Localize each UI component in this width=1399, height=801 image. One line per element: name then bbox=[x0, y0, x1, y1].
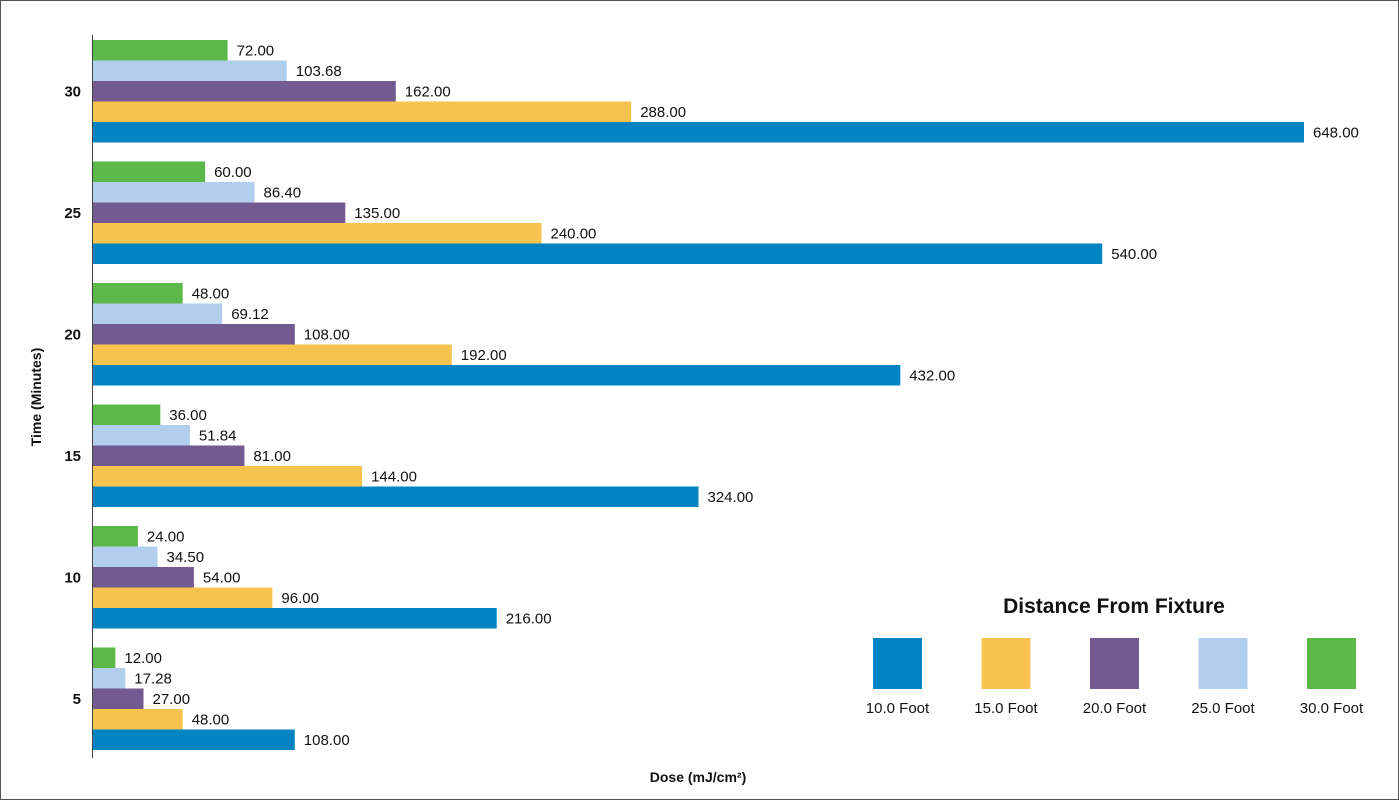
data-label: 103.68 bbox=[296, 63, 342, 80]
data-label: 54.00 bbox=[203, 569, 241, 586]
bars-group bbox=[93, 40, 1304, 750]
bar-20-0-foot-5min bbox=[93, 688, 144, 709]
data-label: 12.00 bbox=[124, 650, 162, 667]
legend-label: 10.0 Foot bbox=[866, 700, 930, 717]
data-label: 48.00 bbox=[192, 285, 230, 302]
data-label: 432.00 bbox=[909, 367, 955, 384]
y-tick-label: 20 bbox=[64, 326, 81, 343]
bar-25-0-foot-5min bbox=[93, 668, 126, 689]
y-tick-label: 10 bbox=[64, 569, 81, 586]
y-tick-label: 30 bbox=[64, 83, 81, 100]
data-label: 51.84 bbox=[199, 427, 237, 444]
data-label: 17.28 bbox=[134, 670, 172, 687]
legend-title: Distance From Fixture bbox=[1003, 595, 1225, 618]
bar-20-0-foot-15min bbox=[93, 445, 245, 466]
data-label: 216.00 bbox=[506, 610, 552, 627]
bar-30-0-foot-25min bbox=[93, 161, 206, 182]
bar-30-0-foot-5min bbox=[93, 647, 116, 668]
data-label: 86.40 bbox=[264, 184, 302, 201]
legend-swatch bbox=[1198, 638, 1248, 689]
bar-25-0-foot-15min bbox=[93, 425, 190, 446]
data-label: 240.00 bbox=[551, 225, 597, 242]
data-label: 72.00 bbox=[237, 42, 275, 59]
bar-20-0-foot-10min bbox=[93, 567, 194, 588]
bar-15-0-foot-25min bbox=[93, 223, 542, 244]
bar-10-0-foot-20min bbox=[93, 365, 901, 386]
bar-10-0-foot-30min bbox=[93, 122, 1304, 143]
y-tick-label: 25 bbox=[64, 205, 81, 222]
x-axis-title: Dose (mJ/cm²) bbox=[650, 769, 746, 785]
bar-20-0-foot-30min bbox=[93, 81, 396, 102]
y-tick-label: 5 bbox=[73, 691, 81, 708]
data-label: 81.00 bbox=[253, 448, 291, 465]
bar-30-0-foot-20min bbox=[93, 283, 183, 304]
bar-20-0-foot-20min bbox=[93, 324, 295, 345]
bar-25-0-foot-30min bbox=[93, 60, 287, 81]
data-label: 34.50 bbox=[167, 549, 205, 566]
legend-label: 20.0 Foot bbox=[1083, 700, 1147, 717]
data-label: 144.00 bbox=[371, 468, 417, 485]
data-label: 48.00 bbox=[192, 711, 230, 728]
legend-label: 30.0 Foot bbox=[1300, 700, 1364, 717]
bar-30-0-foot-10min bbox=[93, 526, 138, 547]
data-label: 108.00 bbox=[304, 732, 350, 749]
bar-10-0-foot-15min bbox=[93, 486, 699, 507]
bar-30-0-foot-30min bbox=[93, 40, 228, 61]
bar-15-0-foot-10min bbox=[93, 587, 273, 608]
bar-25-0-foot-25min bbox=[93, 182, 255, 203]
legend-label: 15.0 Foot bbox=[974, 700, 1038, 717]
legend-items: 10.0 Foot 15.0 Foot 20.0 Foot 25.0 Foot 30.0… bbox=[866, 638, 1364, 717]
y-axis-title: Time (Minutes) bbox=[28, 348, 44, 447]
bar-10-0-foot-10min bbox=[93, 608, 497, 629]
bar-15-0-foot-15min bbox=[93, 466, 363, 487]
bar-10-0-foot-25min bbox=[93, 243, 1103, 264]
data-label: 69.12 bbox=[231, 306, 269, 323]
data-label: 162.00 bbox=[405, 83, 451, 100]
data-labels-group: 108.0048.0027.0017.2812.00216.0096.0054.… bbox=[124, 42, 1359, 749]
bar-10-0-foot-5min bbox=[93, 729, 295, 750]
legend-swatch bbox=[1090, 638, 1139, 689]
legend-swatch bbox=[873, 638, 922, 689]
y-tick-labels: 5 10 15 20 25 30 bbox=[64, 83, 81, 708]
bar-30-0-foot-15min bbox=[93, 404, 161, 425]
data-label: 324.00 bbox=[708, 489, 754, 506]
data-label: 108.00 bbox=[304, 326, 350, 343]
legend-swatch bbox=[1307, 638, 1356, 689]
data-label: 36.00 bbox=[169, 407, 207, 424]
data-label: 288.00 bbox=[640, 104, 686, 121]
bar-15-0-foot-30min bbox=[93, 101, 632, 122]
legend-label: 25.0 Foot bbox=[1191, 700, 1255, 717]
y-tick-label: 15 bbox=[64, 448, 81, 465]
bar-15-0-foot-5min bbox=[93, 709, 183, 730]
bar-15-0-foot-20min bbox=[93, 344, 452, 365]
bar-25-0-foot-10min bbox=[93, 546, 158, 567]
legend-swatch bbox=[981, 638, 1031, 689]
data-label: 648.00 bbox=[1313, 124, 1359, 141]
data-label: 135.00 bbox=[354, 205, 400, 222]
bar-20-0-foot-25min bbox=[93, 202, 346, 223]
data-label: 192.00 bbox=[461, 347, 507, 364]
data-label: 540.00 bbox=[1111, 246, 1157, 263]
data-label: 60.00 bbox=[214, 164, 252, 181]
data-label: 24.00 bbox=[147, 528, 185, 545]
legend: Distance From Fixture 10.0 Foot 15.0 Foot… bbox=[866, 595, 1364, 717]
data-label: 27.00 bbox=[153, 691, 191, 708]
data-label: 96.00 bbox=[281, 590, 319, 607]
bar-25-0-foot-20min bbox=[93, 303, 223, 324]
